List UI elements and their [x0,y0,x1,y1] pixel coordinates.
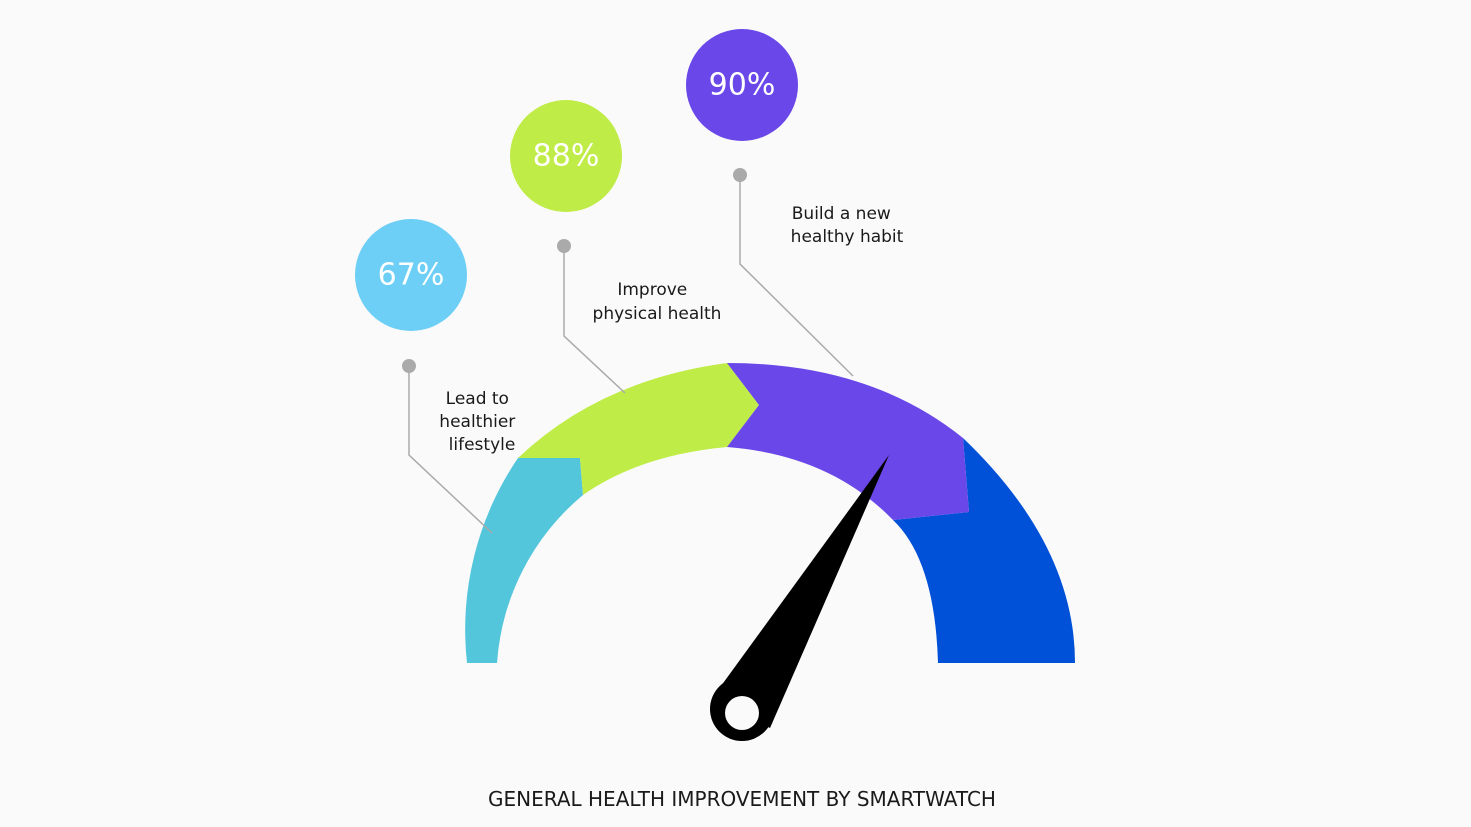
stat-label-67: Lead to healthier lifestyle [439,389,520,455]
stat-label-88: Improve physical health [593,280,722,324]
stat-value-90: 90% [709,68,776,103]
leader-line-67 [408,366,493,534]
leader-dot-88 [557,239,571,253]
gauge-segment-lime [518,363,759,495]
stat-bubble-67 [355,219,467,331]
stat-bubble-88 [510,100,622,212]
leader-line-90 [739,175,854,377]
stat-value-67: 67% [378,258,445,293]
gauge-segment-cyan [465,458,583,663]
leader-line-88 [563,246,626,394]
stat-label-90: Build a new healthy habit [791,204,904,247]
gauge-needle-hub-hole [725,696,759,730]
leader-dot-67 [402,359,416,373]
leader-dot-90 [733,168,747,182]
chart-title: GENERAL HEALTH IMPROVEMENT BY SMARTWATCH [488,787,996,811]
gauge-needle [713,455,889,728]
gauge-segment-blue [893,438,1075,663]
stat-bubble-90 [686,29,798,141]
stat-value-88: 88% [533,139,600,174]
gauge-segment-purple [727,363,969,520]
